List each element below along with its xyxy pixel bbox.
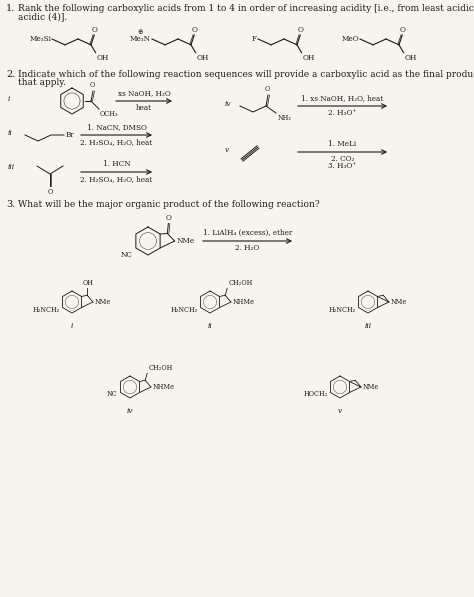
Text: What will be the major organic product of the following reaction?: What will be the major organic product o…: [18, 200, 319, 209]
Text: v: v: [225, 146, 229, 154]
Text: ii: ii: [208, 322, 212, 330]
Text: iii: iii: [365, 322, 372, 330]
Text: 2. H₂SO₄, H₂O, heat: 2. H₂SO₄, H₂O, heat: [81, 175, 153, 183]
Text: O: O: [297, 26, 303, 33]
Text: NMe: NMe: [391, 298, 407, 306]
Text: 2. CO₂: 2. CO₂: [331, 155, 354, 163]
Text: NC: NC: [121, 251, 133, 259]
Text: OH: OH: [197, 54, 209, 61]
Text: NMe: NMe: [363, 383, 379, 391]
Text: 3. H₃O⁺: 3. H₃O⁺: [328, 162, 356, 170]
Text: Me₃Si: Me₃Si: [29, 35, 51, 43]
Text: i: i: [71, 322, 73, 330]
Text: H₂NCH₂: H₂NCH₂: [328, 306, 356, 313]
Text: v: v: [338, 407, 342, 415]
Text: O: O: [91, 26, 97, 33]
Text: O: O: [48, 188, 53, 196]
Text: NMe: NMe: [95, 298, 111, 306]
Text: iv: iv: [225, 100, 231, 108]
Text: 1. LiAlH₄ (excess), ether: 1. LiAlH₄ (excess), ether: [203, 229, 292, 237]
Text: NHMe: NHMe: [233, 298, 255, 306]
Text: O: O: [191, 26, 197, 33]
Text: 2. H₂SO₄, H₂O, heat: 2. H₂SO₄, H₂O, heat: [81, 138, 153, 146]
Text: NC: NC: [107, 390, 118, 399]
Text: O: O: [166, 214, 172, 222]
Text: 1. xs NaOH, H₂O, heat: 1. xs NaOH, H₂O, heat: [301, 94, 383, 102]
Text: CH₂OH: CH₂OH: [228, 279, 253, 287]
Text: O: O: [90, 81, 95, 89]
Text: 2. H₃O⁺: 2. H₃O⁺: [328, 109, 356, 117]
Text: ii: ii: [8, 129, 13, 137]
Text: xs NaOH, H₂O: xs NaOH, H₂O: [118, 89, 170, 97]
Text: iii: iii: [8, 163, 15, 171]
Text: OH: OH: [97, 54, 109, 61]
Text: NHMe: NHMe: [153, 383, 175, 391]
Text: 2.: 2.: [6, 70, 15, 79]
Text: O: O: [265, 85, 270, 93]
Text: acidic (4)].: acidic (4)].: [18, 12, 67, 21]
Text: that apply.: that apply.: [18, 78, 66, 87]
Text: 1. MeLi: 1. MeLi: [328, 140, 356, 148]
Text: OH: OH: [302, 54, 315, 61]
Text: OCH₃: OCH₃: [100, 110, 118, 118]
Text: 1. HCN: 1. HCN: [103, 160, 130, 168]
Text: 2. H₂O: 2. H₂O: [235, 244, 260, 252]
Text: Br: Br: [66, 131, 75, 139]
Text: OH: OH: [404, 54, 417, 61]
Text: 1.: 1.: [6, 4, 15, 13]
Text: heat: heat: [136, 104, 152, 112]
Text: H₂NCH₂: H₂NCH₂: [170, 306, 198, 313]
Text: NH₂: NH₂: [278, 114, 292, 122]
Text: H₂NCH₂: H₂NCH₂: [32, 306, 59, 313]
Text: ⊕: ⊕: [137, 29, 143, 35]
Text: O: O: [399, 26, 405, 33]
Text: 3.: 3.: [6, 200, 15, 209]
Text: Indicate which of the following reaction sequences will provide a carboxylic aci: Indicate which of the following reaction…: [18, 70, 474, 79]
Text: CH₂OH: CH₂OH: [148, 364, 173, 373]
Text: iv: iv: [127, 407, 133, 415]
Text: HOCH₂: HOCH₂: [303, 390, 328, 399]
Text: MeO: MeO: [341, 35, 359, 43]
Text: OH: OH: [83, 279, 94, 287]
Text: 1. NaCN, DMSO: 1. NaCN, DMSO: [87, 123, 146, 131]
Text: F: F: [252, 35, 257, 43]
Text: Me₃N: Me₃N: [130, 35, 151, 43]
Text: Rank the following carboxylic acids from 1 to 4 in order of increasing acidity [: Rank the following carboxylic acids from…: [18, 4, 474, 13]
Text: NMe: NMe: [177, 237, 195, 245]
Text: i: i: [8, 95, 10, 103]
